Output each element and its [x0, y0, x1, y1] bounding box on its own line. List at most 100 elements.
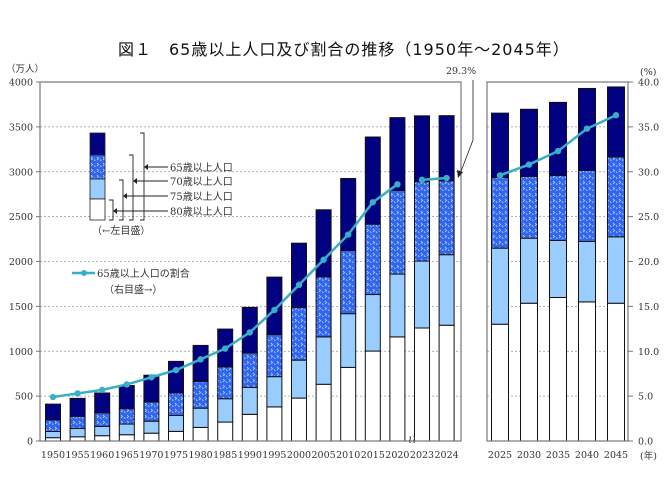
bar-1970-80plus: [143, 432, 160, 442]
bar-1980-65plus: [192, 344, 209, 382]
bar-2045-65plus: [607, 86, 625, 158]
x-tick-label: 2005: [312, 450, 336, 461]
right-y-tick-label: 15.0: [638, 302, 659, 313]
bar-1970-75plus: [143, 420, 160, 434]
legend-arrowhead-65: [144, 164, 148, 170]
bar-2025-65plus: [491, 112, 509, 178]
bar-1950-65plus: [45, 403, 61, 421]
bar-1975-75plus: [168, 415, 184, 432]
ratio-point-1980: [197, 356, 204, 363]
ratio-point-2010: [345, 231, 352, 238]
legend-label-80: 80歳以上人口: [170, 206, 233, 218]
x-tick-label: 2035: [546, 450, 570, 461]
x-tick-label: 2024: [435, 450, 459, 461]
legend: 65歳以上人口 70歳以上人口 75歳以上人口 80歳以上人口 （←左目盛） 6…: [72, 132, 233, 296]
bar-1970-70plus: [143, 401, 160, 422]
ratio-point-1975: [172, 366, 180, 374]
bar-2035-80plus: [549, 296, 567, 442]
bar-1980-70plus: [192, 380, 209, 409]
bar-2005-75plus: [315, 336, 332, 385]
bar-1965-70plus: [118, 408, 135, 425]
bar-1975-70plus: [168, 392, 184, 417]
x-tick-label: 1965: [115, 450, 139, 461]
bar-1955-75plus: [69, 428, 86, 438]
bar-1950-70plus: [45, 419, 61, 432]
ratio-point-1990: [246, 329, 253, 336]
bar-1975-80plus: [168, 430, 184, 442]
legend-arrowhead-75: [123, 193, 127, 199]
bar-2040-70plus: [578, 169, 596, 242]
bar-2000-80plus: [291, 397, 307, 442]
bar-1980-80plus: [192, 426, 209, 442]
ratio-point-2015: [369, 199, 376, 206]
bar-2040-80plus: [578, 301, 596, 442]
left-y-tick-label: 1500: [9, 302, 33, 313]
bar-2045-80plus: [607, 302, 625, 442]
bar-1990-75plus: [241, 386, 258, 415]
right-y-tick-label: 30.0: [638, 167, 659, 178]
bar-2025-70plus: [491, 176, 509, 249]
bar-1995-80plus: [266, 406, 283, 442]
bar-2035-65plus: [549, 101, 567, 176]
legend-label-70: 70歳以上人口: [170, 176, 233, 188]
bar-2010-80plus: [340, 366, 357, 442]
ratio-point-2005: [320, 256, 327, 263]
right-y-tick-label: 20.0: [638, 257, 659, 268]
bar-1960-80plus: [94, 435, 111, 442]
bar-2030-70plus: [520, 175, 538, 239]
ratio-point-2025: [496, 172, 504, 179]
ratio-point-1970: [148, 374, 155, 381]
bar-2024-70plus: [438, 180, 455, 256]
left-y-tick-label: 1000: [9, 347, 33, 358]
right-y-tick-label: 35.0: [638, 122, 659, 133]
bar-2005-80plus: [315, 383, 332, 442]
x-tick-label: 1985: [213, 450, 237, 461]
bar-1995-65plus: [266, 276, 283, 336]
bar-2023-75plus: [414, 260, 430, 329]
x-tick-label: 2000: [287, 450, 311, 461]
x-tick-label: 2025: [488, 450, 512, 461]
x-axis-unit: (年): [640, 450, 657, 462]
x-tick-label: 2023: [410, 450, 434, 461]
bar-2015-75plus: [364, 294, 381, 352]
legend-bracket-75: [119, 179, 124, 221]
bar-2045-75plus: [607, 236, 625, 304]
annotation-29-3: 29.3%: [446, 66, 476, 77]
bar-2023-70plus: [414, 181, 430, 262]
legend-bars-note: （←左目盛）: [92, 224, 150, 237]
right-y-tick-label: 10.0: [638, 347, 659, 358]
legend-arrowhead-80: [113, 208, 117, 214]
legend-swatch-65: [89, 132, 106, 156]
bar-2024-80plus: [438, 324, 455, 442]
right-y-tick-label: 5.0: [638, 392, 653, 403]
legend-bracket-80: [109, 199, 114, 221]
left-y-tick-label: 2000: [9, 257, 33, 268]
right-y-tick-label: 0.0: [638, 437, 653, 448]
bar-2020-75plus: [389, 273, 406, 338]
ratio-point-2035: [554, 147, 562, 155]
legend-bracket-65: [140, 132, 145, 221]
bar-2005-65plus: [315, 209, 332, 278]
legend-arrowhead-70: [133, 178, 137, 184]
ratio-point-1985: [222, 345, 229, 352]
x-tick-label: 1975: [164, 450, 188, 461]
ratio-point-2020: [394, 181, 401, 188]
right-y-tick-label: 40.0: [638, 78, 659, 89]
bar-2023-80plus: [414, 327, 430, 442]
bar-2000-65plus: [291, 242, 307, 309]
left-y-tick-label: 3000: [9, 167, 33, 178]
x-tick-label: 1980: [189, 450, 213, 461]
bar-1990-70plus: [241, 352, 258, 388]
bar-2020-80plus: [389, 336, 406, 442]
legend-swatch-80: [89, 198, 106, 221]
bar-1985-75plus: [217, 398, 234, 423]
bar-1960-65plus: [94, 392, 111, 414]
bar-2020-70plus: [389, 189, 406, 275]
ratio-line-recent: [421, 176, 447, 182]
x-tick-label: 2040: [575, 450, 599, 461]
right-y-tick-label: 25.0: [638, 212, 659, 223]
bar-2025-75plus: [491, 247, 509, 325]
x-tick-label: 2045: [604, 450, 628, 461]
ratio-point-2030: [525, 161, 533, 168]
